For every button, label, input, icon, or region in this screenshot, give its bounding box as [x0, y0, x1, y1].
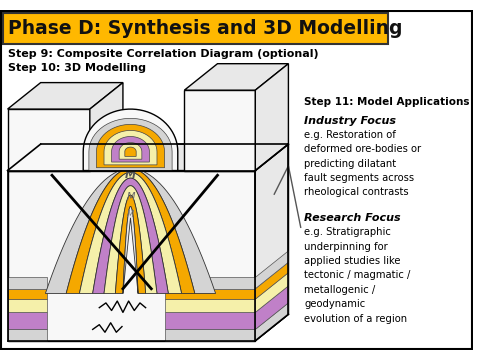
Polygon shape — [116, 195, 146, 293]
Text: Step 10: 3D Modelling: Step 10: 3D Modelling — [8, 63, 145, 73]
Polygon shape — [8, 278, 48, 289]
Polygon shape — [8, 171, 256, 341]
Polygon shape — [89, 118, 172, 171]
Polygon shape — [256, 303, 288, 341]
Polygon shape — [96, 125, 164, 168]
Polygon shape — [92, 178, 168, 293]
Polygon shape — [119, 143, 142, 159]
Polygon shape — [8, 299, 48, 312]
Polygon shape — [83, 109, 178, 171]
Polygon shape — [256, 262, 288, 299]
Text: Industry Focus: Industry Focus — [304, 116, 396, 126]
Polygon shape — [184, 64, 288, 90]
Polygon shape — [8, 312, 48, 329]
Text: Phase D: Synthesis and 3D Modelling: Phase D: Synthesis and 3D Modelling — [8, 19, 402, 38]
Polygon shape — [104, 186, 157, 293]
Polygon shape — [8, 289, 48, 299]
Polygon shape — [166, 289, 256, 299]
Text: e.g. Stratigraphic
underpinning for
applied studies like
tectonic / magmatic /
m: e.g. Stratigraphic underpinning for appl… — [304, 227, 411, 324]
Text: Research Focus: Research Focus — [304, 213, 401, 223]
Polygon shape — [166, 312, 256, 329]
Polygon shape — [256, 64, 288, 171]
Polygon shape — [80, 172, 182, 293]
Polygon shape — [125, 147, 136, 156]
Polygon shape — [46, 169, 215, 293]
Polygon shape — [8, 144, 288, 171]
Text: M: M — [126, 192, 134, 202]
Polygon shape — [90, 82, 123, 171]
Text: Step 11: Model Applications: Step 11: Model Applications — [304, 97, 470, 107]
Polygon shape — [166, 299, 256, 312]
Polygon shape — [166, 278, 256, 289]
Polygon shape — [256, 286, 288, 329]
Text: M: M — [125, 170, 136, 180]
Polygon shape — [123, 207, 138, 293]
Polygon shape — [256, 144, 288, 341]
Text: M: M — [127, 210, 134, 219]
Polygon shape — [8, 109, 90, 171]
Polygon shape — [8, 82, 123, 109]
Polygon shape — [166, 329, 256, 341]
Text: e.g. Restoration of
deformed ore-bodies or
predicting dilatant
fault segments ac: e.g. Restoration of deformed ore-bodies … — [304, 130, 422, 198]
Polygon shape — [256, 273, 288, 312]
Text: Step 9: Composite Correlation Diagram (optional): Step 9: Composite Correlation Diagram (o… — [8, 49, 318, 59]
Polygon shape — [66, 169, 195, 293]
Polygon shape — [184, 90, 256, 171]
Polygon shape — [8, 329, 48, 341]
Polygon shape — [256, 251, 288, 289]
Polygon shape — [256, 144, 288, 341]
Polygon shape — [104, 130, 157, 165]
Polygon shape — [112, 136, 150, 162]
Polygon shape — [3, 13, 388, 44]
